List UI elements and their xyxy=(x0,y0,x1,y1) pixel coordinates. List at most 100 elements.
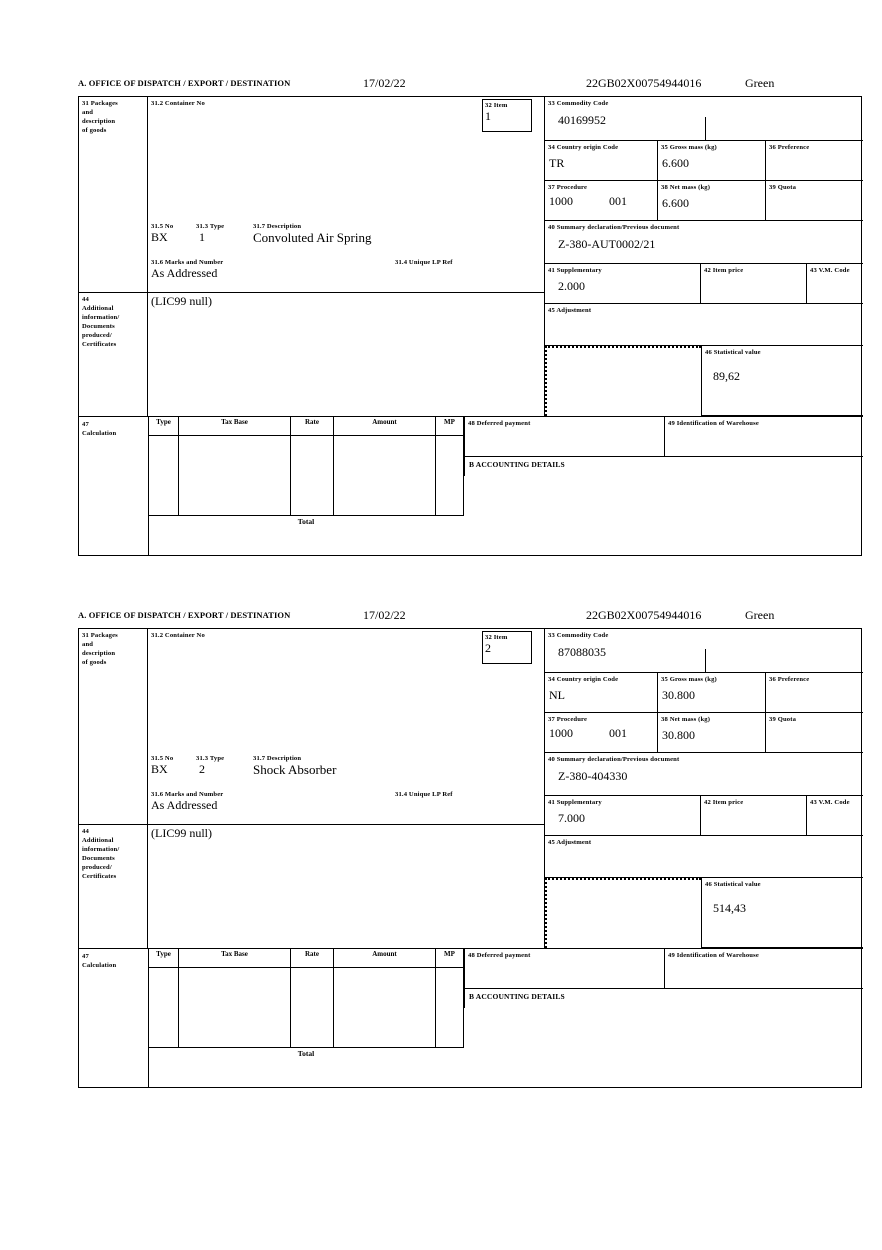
box33-commodity-code: 33 Commodity Code 40169952 xyxy=(545,97,863,141)
calc-cell-amount[interactable] xyxy=(334,436,436,515)
box31-label-line-1: 31 Packages xyxy=(82,631,118,639)
calc-header-rate: Rate xyxy=(305,950,319,958)
box45-value xyxy=(545,847,863,852)
office-of-dispatch-label: A. OFFICE OF DISPATCH / EXPORT / DESTINA… xyxy=(78,78,291,88)
column-b-divider-mid xyxy=(544,292,545,417)
box-b-value xyxy=(465,469,863,473)
box38-net-mass: 38 Net mass (kg) 6.600 xyxy=(658,181,766,221)
calc-cell-taxbase[interactable] xyxy=(179,968,291,1047)
calc-col-amount-header: Amount xyxy=(334,949,436,967)
box44-label-cell: 44 Additional information/ Documents pro… xyxy=(79,825,147,945)
box36-value xyxy=(766,152,863,157)
calc-cell-type[interactable] xyxy=(149,968,179,1047)
box43-vm-code: 43 V.M. Code xyxy=(807,796,863,836)
calc-cell-rate[interactable] xyxy=(291,436,334,515)
calc-cell-taxbase[interactable] xyxy=(179,436,291,515)
box31-4-ulpr-label: 31.4 Unique LP Ref xyxy=(395,259,453,266)
box42-label: 42 Item price xyxy=(704,798,744,806)
box31-label-line-2: and xyxy=(82,640,94,648)
calc-cell-rate[interactable] xyxy=(291,968,334,1047)
box41-label: 41 Supplementary xyxy=(548,266,602,274)
box44-label-line-5: produced/ xyxy=(82,332,112,339)
box35-label: 35 Gross mass (kg) xyxy=(661,675,717,683)
box35-gross-mass: 35 Gross mass (kg) 30.800 xyxy=(658,673,766,713)
box31-6-marks-value: As Addressed xyxy=(151,798,218,812)
box44-value-cell: (LIC99 null) xyxy=(148,293,538,413)
box35-value: 30.800 xyxy=(662,687,695,702)
box47-label-cell: 47 Calculation xyxy=(79,949,147,1009)
box37-label: 37 Procedure xyxy=(548,715,588,723)
box49-warehouse-id: 49 Identification of Warehouse xyxy=(665,949,863,989)
box48-left-border xyxy=(464,948,465,1008)
box45-adjustment: 45 Adjustment xyxy=(545,304,863,346)
box-b-value xyxy=(465,1001,863,1005)
box39-label: 39 Quota xyxy=(769,715,797,723)
box37-value-2: 001 xyxy=(609,726,627,740)
calc-body-rule xyxy=(148,515,464,516)
calc-header-amount: Amount xyxy=(372,418,397,426)
box44-label-line-4: Documents xyxy=(82,855,115,862)
box47-label-cell: 47 Calculation xyxy=(79,417,147,477)
box48-left-border xyxy=(464,416,465,476)
box31-3-type-value: 2 xyxy=(199,762,205,776)
box37-procedure: 37 Procedure 1000 001 xyxy=(545,181,658,221)
form-frame: 31 Packages and description of goods 31.… xyxy=(78,628,863,1088)
box36-value xyxy=(766,684,863,689)
calc-total-row: Total xyxy=(149,1048,463,1066)
box37-value-1: 1000 xyxy=(549,726,573,740)
box46-value: 514,43 xyxy=(713,900,746,915)
box36-label: 36 Preference xyxy=(769,675,810,683)
column-b-divider-top xyxy=(544,629,545,824)
box44-label-line-2: Additional xyxy=(82,837,114,844)
box33-label: 33 Commodity Code xyxy=(548,99,609,107)
box48-label: 48 Deferred payment xyxy=(468,419,531,427)
box48-value xyxy=(465,960,664,965)
route-label: Green xyxy=(745,608,775,622)
box33-label: 33 Commodity Code xyxy=(548,631,609,639)
calc-total-label: Total xyxy=(297,1049,315,1058)
box31-5-no-value: BX xyxy=(151,762,168,776)
box31-2-container-label: 31.2 Container No xyxy=(151,631,205,639)
box31-label-line-3: description xyxy=(82,117,116,125)
box37-procedure: 37 Procedure 1000 001 xyxy=(545,713,658,753)
calc-col-taxbase-header: Tax Base xyxy=(179,949,291,967)
box49-label: 49 Identification of Warehouse xyxy=(668,419,759,427)
box42-item-price: 42 Item price xyxy=(701,264,807,304)
box40-previous-document: 40 Summary declaration/Previous document… xyxy=(545,753,863,796)
box32-item: 32 Item 1 xyxy=(482,99,532,132)
box31-5-no-label: 31.5 No xyxy=(151,755,174,762)
calc-cell-mp[interactable] xyxy=(436,436,464,515)
route-label: Green xyxy=(745,76,775,90)
box33-value: 87088035 xyxy=(558,644,606,659)
box46-value: 89,62 xyxy=(713,368,740,383)
box41-supplementary: 41 Supplementary 7.000 xyxy=(545,796,701,836)
box-b-accounting-details: B ACCOUNTING DETAILS xyxy=(465,989,863,1087)
box47-label-line-1: 47 xyxy=(82,953,89,960)
box44-label-line-4: Documents xyxy=(82,323,115,330)
box46-dotted-top xyxy=(545,346,701,348)
box37-value-1: 1000 xyxy=(549,194,573,208)
calc-col-type-header: Type xyxy=(149,949,179,967)
box38-net-mass: 38 Net mass (kg) 30.800 xyxy=(658,713,766,753)
calc-table-left-border xyxy=(148,948,149,1088)
calc-col-type-header: Type xyxy=(149,417,179,435)
box31-7-description-label: 31.7 Description xyxy=(253,223,302,230)
box42-item-price: 42 Item price xyxy=(701,796,807,836)
calc-cell-mp[interactable] xyxy=(436,968,464,1047)
calc-cell-type[interactable] xyxy=(149,436,179,515)
calc-col-rate-header: Rate xyxy=(291,417,334,435)
box32-value: 2 xyxy=(485,641,491,655)
box42-value xyxy=(701,807,806,812)
calc-header-type: Type xyxy=(156,418,171,426)
box31-label-cell: 31 Packages and description of goods xyxy=(79,629,147,824)
box48-label: 48 Deferred payment xyxy=(468,951,531,959)
box39-quota: 39 Quota xyxy=(766,713,863,753)
box40-label: 40 Summary declaration/Previous document xyxy=(548,223,680,231)
box31-2-container-cell: 31.2 Container No xyxy=(148,97,548,227)
box44-value-cell: (LIC99 null) xyxy=(148,825,538,945)
box39-value xyxy=(766,724,863,729)
box33-tick xyxy=(705,117,706,141)
box32-item: 32 Item 2 xyxy=(482,631,532,664)
calc-cell-amount[interactable] xyxy=(334,968,436,1047)
